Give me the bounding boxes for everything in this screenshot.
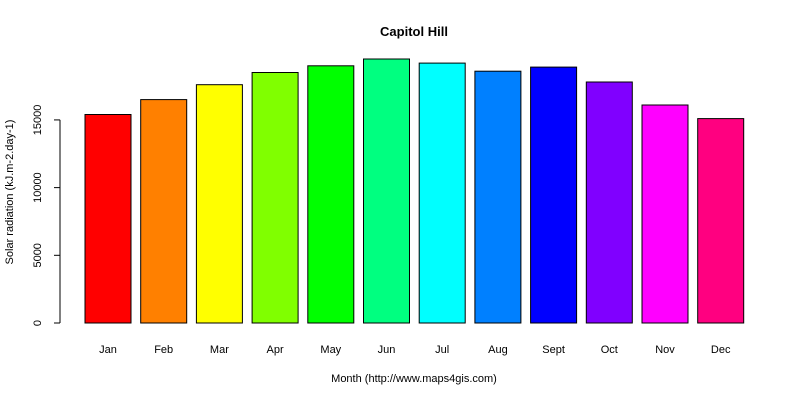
x-tick-label-apr: Apr — [267, 344, 284, 356]
x-tick-labels: Jan Feb Mar Apr May Jun Jul Aug Sept Oct Nov Dec — [99, 344, 731, 356]
x-tick-label-may: May — [320, 344, 341, 356]
x-tick-label-nov: Nov — [655, 344, 675, 356]
bar-jan — [84, 114, 132, 324]
bar-sept — [530, 66, 578, 324]
bar-aug — [474, 70, 522, 324]
x-tick-label-oct: Oct — [601, 344, 618, 356]
y-axis-label: Solar radiation (kJ.m-2.day-1) — [4, 120, 16, 265]
bar-jul — [418, 62, 466, 324]
bar-apr — [251, 72, 299, 324]
bar-jun — [363, 58, 410, 324]
x-tick-label-mar: Mar — [210, 344, 229, 356]
x-tick-label-dec: Dec — [711, 344, 731, 356]
x-tick-label-feb: Feb — [154, 344, 173, 356]
y-tick-label-15000: 15000 — [32, 105, 44, 136]
x-tick-label-jun: Jun — [378, 344, 396, 356]
chart-title: Capitol Hill — [380, 24, 448, 39]
x-axis-label: Month (http://www.maps4gis.com) — [331, 373, 497, 385]
bar-oct — [585, 81, 633, 324]
y-axis: 0 5000 10000 15000 — [32, 105, 61, 326]
bar-may — [307, 65, 355, 324]
bar-feb — [140, 99, 188, 324]
y-tick-label-10000: 10000 — [32, 172, 44, 203]
bars-group — [84, 58, 745, 324]
y-tick-label-5000: 5000 — [32, 243, 44, 267]
x-tick-label-jan: Jan — [99, 344, 117, 356]
y-tick-label-0: 0 — [32, 320, 44, 326]
bar-dec — [697, 118, 745, 324]
x-tick-label-jul: Jul — [435, 344, 449, 356]
x-tick-label-aug: Aug — [488, 344, 508, 356]
x-tick-label-sept: Sept — [542, 344, 565, 356]
bar-mar — [195, 84, 243, 324]
bar-nov — [641, 104, 689, 324]
